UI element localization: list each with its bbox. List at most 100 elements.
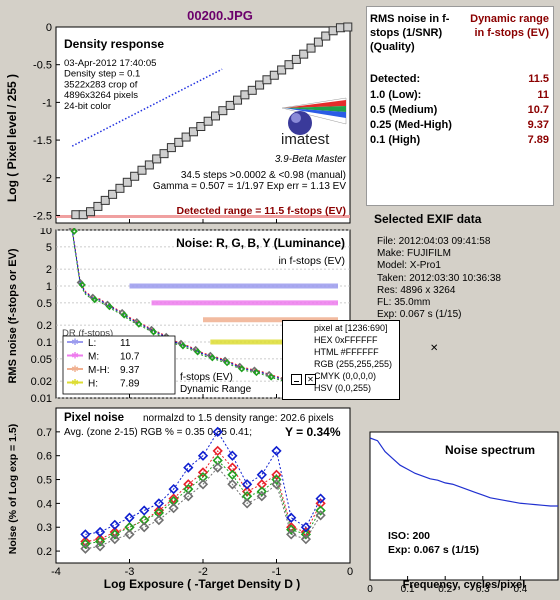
density-step-marker — [181, 132, 191, 142]
rgb-line: RGB (255,255,255) — [314, 359, 393, 369]
pixel-point-g — [227, 469, 238, 480]
density-step-marker — [218, 106, 228, 116]
density-ytick-label: -2 — [42, 173, 52, 185]
density-step-marker — [166, 143, 176, 153]
pixel-point-r — [153, 505, 165, 516]
pixel-point-y — [227, 479, 238, 490]
detected-range-label: Detected range = 11.5 f-stops (EV) — [176, 205, 346, 217]
pixel-point-g — [94, 536, 106, 547]
density-step-marker — [130, 171, 140, 181]
density-step-marker — [284, 60, 294, 70]
noise-legend: ✱ L: 11 ✱ M: 10.7 ✱ M-H: 9.37 ✱ H: 7.89 — [62, 335, 176, 395]
spectrum-axes: 0 0.1 0.2 0.3 0.4 — [367, 576, 528, 595]
density-step-marker — [203, 116, 213, 126]
noise-ylabel: RMS noise (f-stops or EV) — [7, 248, 19, 383]
spectrum-xtick-label: 0.4 — [513, 584, 527, 595]
noise-subtitle: in f-stops (EV) — [278, 255, 345, 267]
density-step-marker — [321, 31, 331, 41]
pixel-point-b — [153, 498, 165, 509]
noise-ytick-label: 5 — [46, 242, 52, 254]
pixel-point-g — [80, 538, 91, 550]
dr-fstops-label: DR (f-stops) — [62, 328, 113, 339]
rms-row-label: 1.0 (Low): — [370, 89, 422, 101]
pixel-point-b — [139, 505, 150, 516]
noise-point-g — [78, 281, 86, 289]
exif-file: File: 2012:04:03 09:41:58 — [377, 236, 491, 247]
pixel-point-r — [183, 479, 194, 490]
pixel-xtick-label: 0 — [347, 566, 353, 578]
exif-taken: Taken: 2012:03:30 10:36:38 — [377, 272, 501, 284]
rms-noise-chart: RMS noise (f-stops or EV) Noise: R, G, B… — [7, 228, 351, 403]
spectrum-xlabel: Frequency, cycles/pixel — [403, 579, 526, 591]
pixel-ytick-label: 0.4 — [37, 498, 52, 510]
hex-line: HEX 0xFFFFFF — [314, 335, 378, 345]
pixel-xtick-label: -1 — [272, 566, 282, 578]
pixel-point-y — [212, 462, 223, 473]
noise-ytick-label: 0.05 — [31, 354, 52, 366]
rms-row-value: 11.5 — [528, 73, 549, 85]
pixel-point-g — [256, 486, 267, 497]
pixel-point-y — [80, 543, 91, 554]
rms-row-label: 0.25 (Med-High) — [370, 119, 452, 131]
pixel-xtick-label: -2 — [198, 566, 208, 578]
pixel-ytick-label: 0.5 — [37, 475, 52, 487]
noise-ytick-label: 0.02 — [31, 376, 52, 388]
density-step-marker — [115, 183, 125, 193]
spectrum-marks — [369, 437, 558, 507]
pixel-point-y — [300, 534, 312, 545]
detected-range-band — [56, 215, 350, 218]
density-step-marker — [71, 210, 81, 220]
pixel-series-line-b — [85, 430, 322, 535]
density-ytick-label: -2.5 — [33, 210, 52, 222]
pixel-point-b — [256, 469, 267, 480]
noise-point-g — [223, 359, 231, 367]
pixel-ylabel: Noise (% of Log exp = 1.5) — [7, 424, 19, 554]
gamma-fit-line — [71, 68, 223, 147]
close-icon[interactable]: ✕ — [305, 374, 316, 385]
exif-panel: Selected EXIF data File: 2012:04:03 09:4… — [374, 212, 554, 321]
hsv-line: HSV (0,0,255) — [314, 383, 372, 393]
exif-title: Selected EXIF data — [374, 212, 482, 226]
legend-key: M: — [88, 352, 99, 363]
noise-ytick-label: 10 — [40, 228, 52, 237]
noise-point-g — [267, 373, 275, 381]
density-axes: 0 -0.5 -1 -1.5 -2 -2.5 — [33, 22, 351, 223]
noise-spectrum-chart: Noise spectrum ISO: 200 Exp: 0.067 s (1/… — [367, 431, 559, 595]
rms-row-value: 10.7 — [527, 104, 549, 116]
popup-close-x[interactable]: ✕ — [430, 343, 439, 354]
noise-ytick-label: 0.5 — [37, 298, 52, 310]
density-step-marker — [152, 154, 162, 164]
spectrum-plot-area — [369, 431, 559, 581]
rms-row-label: Detected: — [370, 73, 421, 85]
pixel-point-g — [109, 529, 120, 540]
pixel-point-b — [271, 445, 282, 457]
noise-point-g — [179, 342, 187, 350]
rms-row-detected: Detected: 11.5 — [370, 73, 549, 85]
density-info-line: 3522x283 crop of — [64, 79, 138, 90]
density-step-marker — [299, 49, 309, 59]
density-step-marker — [122, 177, 132, 187]
pixel-avg: Avg. (zone 2-15) RGB % = 0.35 0.35 0.41; — [64, 427, 252, 438]
pixel-point-y — [124, 529, 135, 540]
density-step-marker — [86, 207, 96, 217]
pixel-point-g — [271, 474, 282, 485]
rms-row-label: 0.1 (High) — [370, 134, 421, 146]
density-info-line: 4896x3264 pixels — [64, 90, 138, 101]
minimize-icon[interactable] — [291, 374, 302, 385]
noise-point-g — [149, 328, 158, 336]
pixel-point-b — [124, 512, 135, 523]
spectrum-xtick-label: 0.3 — [476, 584, 490, 595]
noise-point-g — [194, 348, 202, 356]
noise-marks — [68, 228, 321, 385]
density-step-marker — [247, 85, 257, 95]
density-step-marker — [188, 127, 198, 137]
density-step-marker — [335, 23, 345, 33]
noise-axes: 10 5 2 1 0.5 0.2 0.1 0.05 0.02 0.01 — [31, 228, 351, 403]
pixel-xlabel: Log Exposure ( -Target Density D ) — [104, 577, 300, 591]
density-stats: 34.5 steps >0.0002 & <0.98 (manual)Gamma… — [153, 170, 346, 192]
pixel-y-value: Y = 0.34% — [285, 425, 341, 439]
rms-row-value: 7.89 — [527, 134, 549, 146]
pixel-info-popup[interactable]: pixel at [1236:690] HEX 0xFFFFFF HTML #F… — [282, 320, 400, 400]
spectrum-exp: Exp: 0.067 s (1/15) — [388, 544, 479, 556]
version-text: 3.9-Beta Master — [275, 154, 347, 165]
